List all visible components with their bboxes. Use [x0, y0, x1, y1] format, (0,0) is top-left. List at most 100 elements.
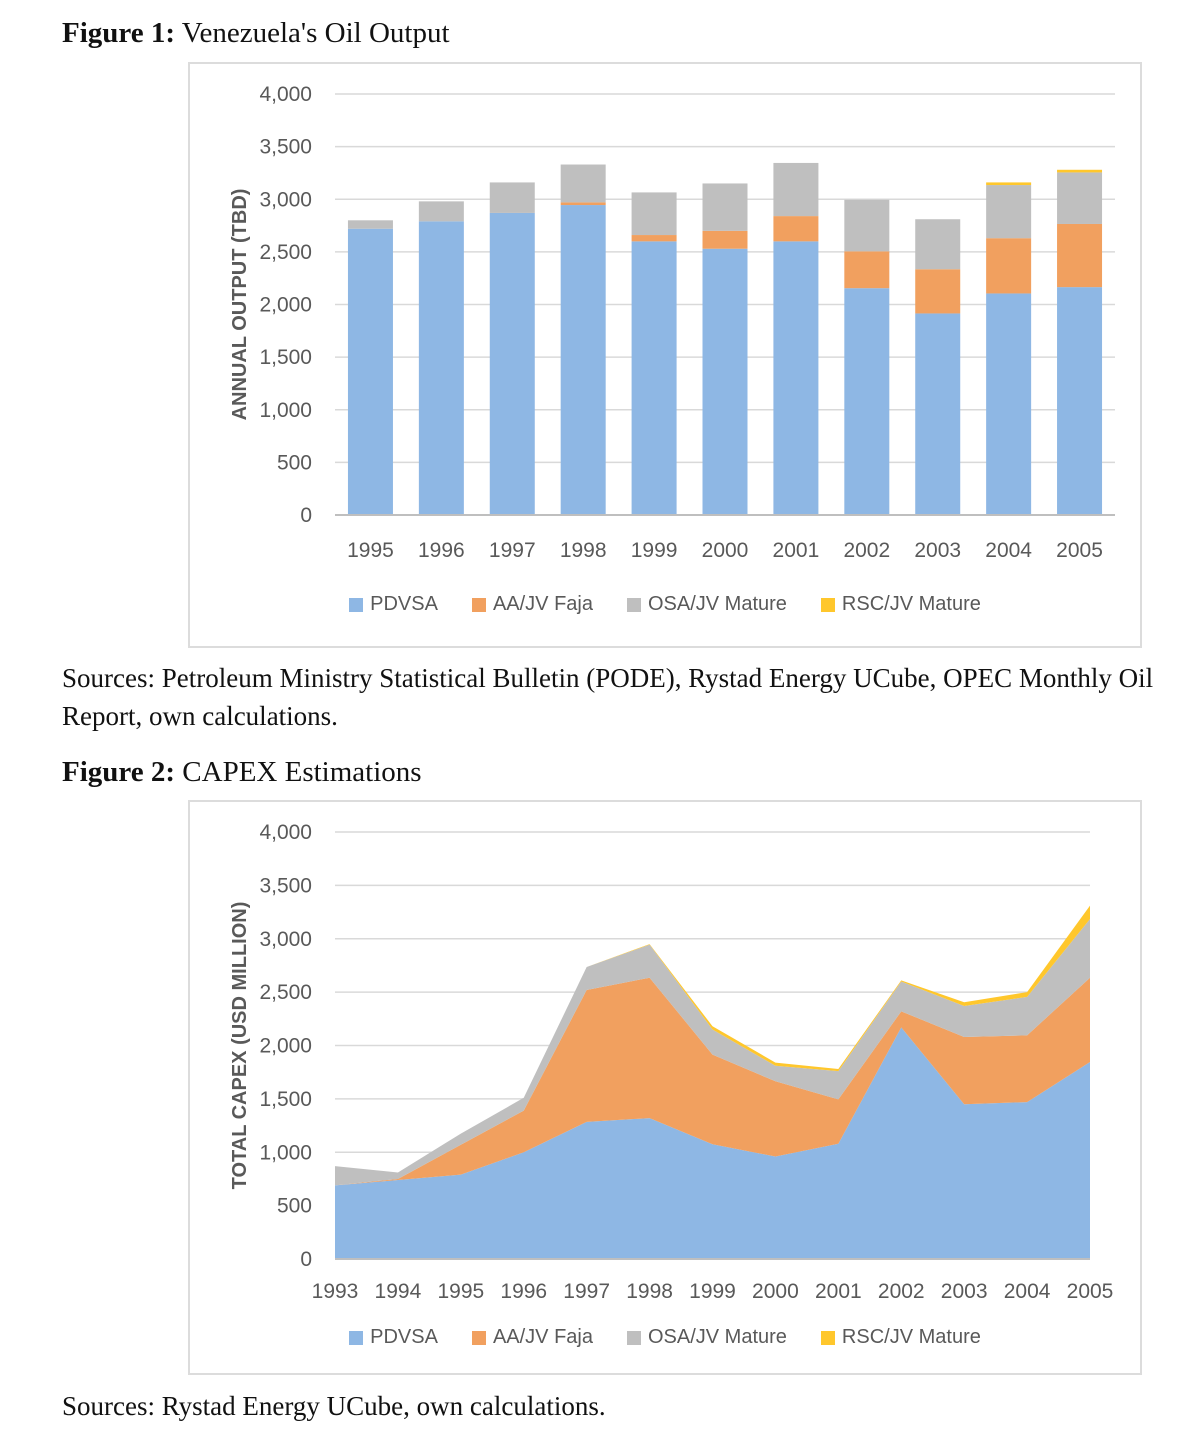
legend-item-osajv-mature: OSA/JV Mature [626, 593, 787, 616]
bar-segment-pdvsa [702, 248, 748, 515]
figure2-title-label: Figure 2: [62, 756, 176, 788]
bar-segment-osa-jv-mature [347, 220, 393, 229]
x-tick-label: 1995 [347, 539, 394, 562]
x-tick-label: 2002 [878, 1280, 925, 1303]
x-tick-label: 1993 [312, 1280, 359, 1303]
x-tick-label: 1997 [563, 1280, 610, 1303]
bar-segment-pdvsa [560, 205, 606, 515]
bar-segment-aa-jv-faja [844, 251, 890, 289]
y-tick-label: 3,500 [259, 874, 312, 897]
x-tick-label: 2004 [1004, 1280, 1051, 1303]
area-region-osa-jv-mature [335, 919, 1090, 1186]
x-tick-label: 1998 [626, 1280, 673, 1303]
y-tick-label: 2,000 [259, 1035, 312, 1058]
legend-item-rscjv-mature: RSC/JV Mature [820, 593, 981, 616]
x-tick-label: 2000 [702, 539, 749, 562]
y-axis-title: ANNUAL OUTPUT (TBD) [229, 189, 251, 421]
bar-segment-osa-jv-mature [1057, 172, 1103, 224]
bar-segment-osa-jv-mature [986, 185, 1032, 239]
bar-segment-pdvsa [631, 241, 677, 515]
y-tick-label: 2,000 [259, 294, 312, 317]
y-tick-label: 1,500 [259, 1088, 312, 1111]
x-tick-label: 1999 [631, 539, 678, 562]
bar-segment-pdvsa [489, 212, 535, 515]
y-tick-label: 1,000 [259, 399, 312, 422]
bar-segment-aa-jv-faja [1057, 223, 1103, 288]
figure2-sources: Sources: Rystad Energy UCube, own calcul… [62, 1391, 606, 1421]
y-tick-label: 2,500 [259, 241, 312, 264]
figure1-legend: PDVSA AA/JV Faja OSA/JV Mature RSC/JV Ma… [190, 593, 1140, 616]
legend-label: OSA/JV Mature [647, 593, 787, 615]
bar-segment-osa-jv-mature [631, 192, 677, 236]
legend-item-pdvsa: PDVSA [349, 593, 438, 616]
bar-segment-rsc-jv-mature [1057, 169, 1103, 173]
bar-segment-pdvsa [418, 221, 464, 516]
legend-label: PDVSA [370, 1326, 438, 1348]
bar-segment-pdvsa [986, 293, 1032, 515]
figure2-title: Figure 2: CAPEX Estimations [62, 755, 422, 790]
bar-segment-pdvsa [347, 228, 393, 515]
x-tick-label: 2001 [815, 1280, 862, 1303]
bar-segment-aa-jv-faja [702, 230, 748, 249]
bar-segment-pdvsa [844, 288, 890, 515]
y-tick-label: 2,500 [259, 981, 312, 1004]
rscjv-mature-swatch-icon [820, 597, 835, 612]
legend-item-pdvsa: PDVSA [349, 1326, 438, 1349]
figure1-title-label: Figure 1: [62, 17, 176, 49]
bar-segment-osa-jv-mature [560, 164, 606, 203]
bar-segment-pdvsa [773, 241, 819, 515]
x-tick-label: 1998 [560, 539, 607, 562]
x-tick-label: 2005 [1067, 1280, 1114, 1303]
legend-item-aajv-faja: AA/JV Faja [471, 593, 593, 616]
y-tick-label: 4,000 [259, 821, 312, 844]
legend-label: OSA/JV Mature [647, 1326, 787, 1348]
y-tick-label: 500 [277, 1195, 312, 1218]
figure1-chart-frame: 0 500 1,000 1,500 2,000 2,500 3,000 3,500 4,000 1… [188, 62, 1142, 648]
x-tick-label: 2000 [752, 1280, 799, 1303]
bar-segment-osa-jv-mature [773, 162, 819, 217]
bar-segment-osa-jv-mature [915, 219, 961, 270]
x-tick-label: 1996 [500, 1280, 547, 1303]
bar-segment-aa-jv-faja [986, 238, 1032, 294]
aajv-faja-swatch-icon [471, 1330, 486, 1345]
bar-segment-osa-jv-mature [702, 183, 748, 231]
legend-item-aajv-faja: AA/JV Faja [471, 1326, 593, 1349]
bar-segment-aa-jv-faja [631, 235, 677, 242]
y-tick-label: 1,000 [259, 1141, 312, 1164]
legend-label: AA/JV Faja [492, 1326, 593, 1348]
y-axis-title: TOTAL CAPEX (USD MILLION) [229, 902, 251, 1190]
figure2-title-text: CAPEX Estimations [175, 756, 422, 788]
bar-segment-osa-jv-mature [489, 182, 535, 213]
x-tick-label: 2004 [985, 539, 1032, 562]
y-tick-label: 4,000 [259, 83, 312, 106]
legend-label: AA/JV Faja [492, 593, 593, 615]
bar-segment-osa-jv-mature [844, 199, 890, 252]
figure2-stacked-area-plot: 0 500 1,000 1,500 2,000 2,500 3,000 3,500 4,000 1… [229, 821, 1114, 1303]
area-region-aa-jv-faja [335, 977, 1090, 1186]
legend-item-rscjv-mature: RSC/JV Mature [820, 1326, 981, 1349]
legend-label: RSC/JV Mature [841, 593, 981, 615]
osajv-mature-swatch-icon [626, 597, 641, 612]
y-tick-label: 3,500 [259, 136, 312, 159]
osajv-mature-swatch-icon [626, 1330, 641, 1345]
figure1-title-text: Venezuela's Oil Output [175, 17, 450, 49]
x-tick-label: 1997 [489, 539, 536, 562]
x-tick-label: 1996 [418, 539, 465, 562]
bar-segment-pdvsa [915, 313, 961, 515]
y-tick-label: 3,000 [259, 188, 312, 211]
figure2-legend: PDVSA AA/JV Faja OSA/JV Mature RSC/JV Ma… [190, 1326, 1140, 1349]
bar-segment-osa-jv-mature [418, 201, 464, 222]
x-tick-label: 2001 [773, 539, 820, 562]
area-region-pdvsa [335, 1027, 1090, 1259]
x-tick-label: 1994 [375, 1280, 422, 1303]
bar-segment-aa-jv-faja [915, 269, 961, 314]
x-tick-label: 2003 [941, 1280, 988, 1303]
x-tick-label: 2002 [843, 539, 890, 562]
bar-segment-pdvsa [1057, 287, 1103, 515]
x-tick-label: 1995 [437, 1280, 484, 1303]
pdvsa-swatch-icon [349, 597, 364, 612]
bar-segment-rsc-jv-mature [986, 182, 1032, 186]
y-tick-label: 0 [300, 1248, 312, 1271]
y-tick-label: 3,000 [259, 928, 312, 951]
bar-segment-aa-jv-faja [560, 202, 606, 206]
